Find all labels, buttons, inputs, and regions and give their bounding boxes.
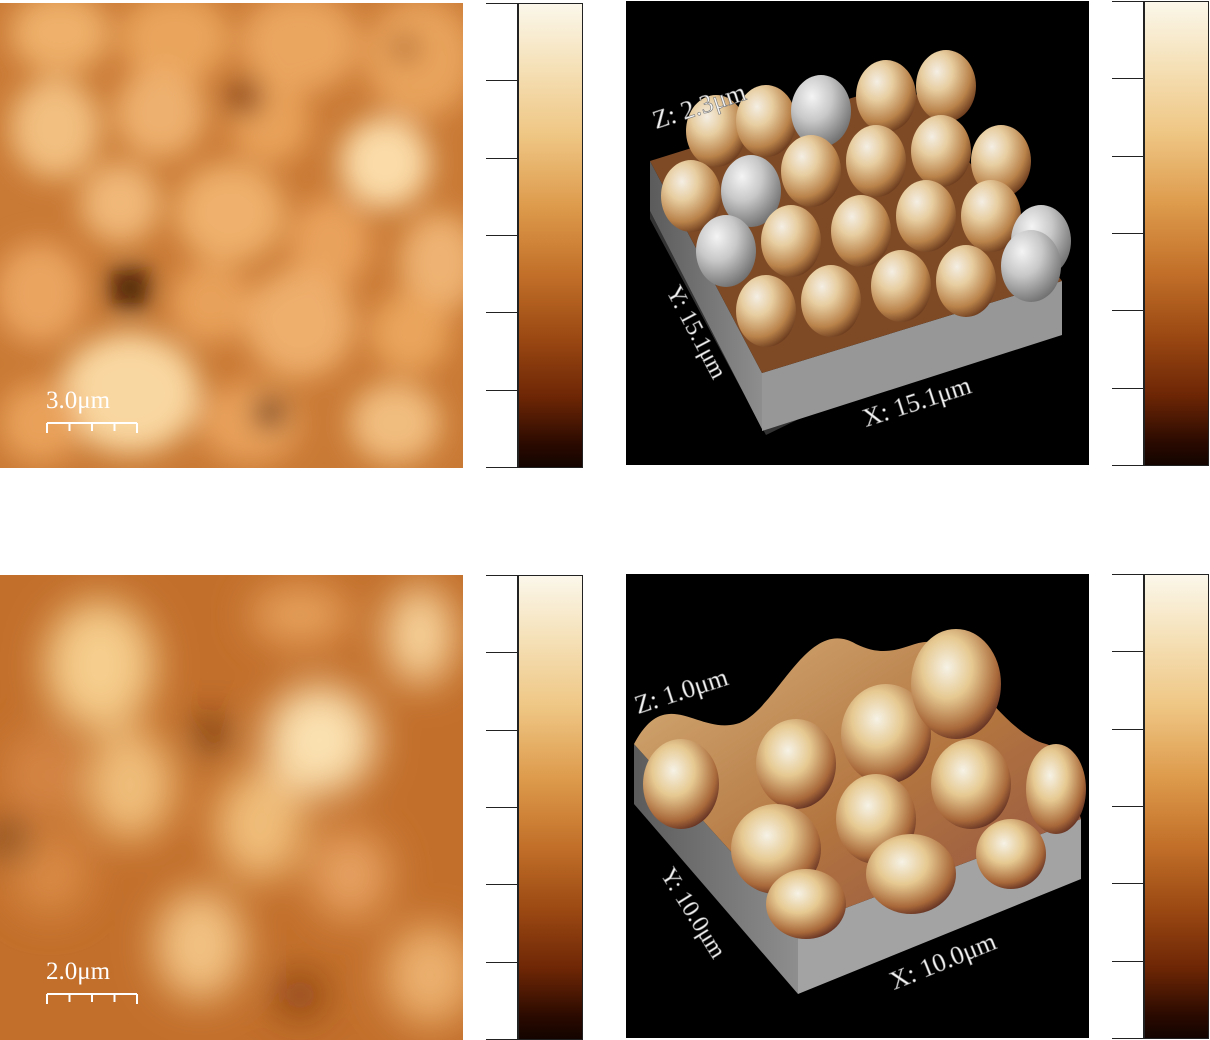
- scale-bar: [46, 993, 138, 1004]
- colorbar-tick: [1112, 310, 1144, 311]
- height-colorbar-bottom-left: [486, 575, 584, 1040]
- colorbar-gradient: [518, 575, 583, 1040]
- colorbar-tick: [486, 884, 518, 885]
- colorbar-tick: [1112, 465, 1144, 466]
- colorbar-tick: [486, 235, 518, 236]
- colorbar-tick: [486, 575, 518, 576]
- colorbar-tick: [486, 730, 518, 731]
- afm-3d-view-top: Z: 2.3μm Y: 15.1μm X: 15.1μm: [626, 1, 1089, 465]
- scale-bar-label: 3.0μm: [46, 387, 111, 414]
- colorbar-tick: [486, 807, 518, 808]
- afm-height-map-bottom: 2.0μm: [0, 575, 463, 1040]
- scale-bar: [46, 422, 138, 433]
- z-axis-label: Z: 1.0μm: [631, 662, 732, 719]
- height-colorbar-top-right: [1112, 1, 1210, 466]
- afm-height-map-top: 3.0μm: [0, 3, 463, 468]
- height-colorbar-bottom-right: [1112, 574, 1210, 1039]
- height-colorbar-top-left: [486, 3, 584, 468]
- colorbar-tick: [486, 312, 518, 313]
- colorbar-tick: [1112, 806, 1144, 807]
- colorbar-gradient: [1144, 574, 1209, 1039]
- colorbar-tick: [1112, 156, 1144, 157]
- colorbar-tick: [1112, 1038, 1144, 1039]
- colorbar-tick: [1112, 1, 1144, 2]
- colorbar-tick: [1112, 78, 1144, 79]
- scale-bar-label: 2.0μm: [46, 958, 111, 985]
- colorbar-tick: [1112, 233, 1144, 234]
- colorbar-gradient: [518, 3, 583, 468]
- colorbar-tick: [486, 3, 518, 4]
- colorbar-gradient: [1144, 1, 1209, 466]
- colorbar-tick: [1112, 651, 1144, 652]
- colorbar-tick: [1112, 574, 1144, 575]
- colorbar-tick: [486, 962, 518, 963]
- colorbar-tick: [486, 80, 518, 81]
- colorbar-tick: [1112, 388, 1144, 389]
- afm-3d-view-bottom: Z: 1.0μm Y: 10.0μm X: 10.0μm: [626, 574, 1089, 1038]
- colorbar-tick: [486, 467, 518, 468]
- colorbar-tick: [1112, 729, 1144, 730]
- colorbar-tick: [486, 158, 518, 159]
- colorbar-tick: [486, 390, 518, 391]
- colorbar-tick: [486, 652, 518, 653]
- colorbar-tick: [1112, 883, 1144, 884]
- colorbar-tick: [1112, 961, 1144, 962]
